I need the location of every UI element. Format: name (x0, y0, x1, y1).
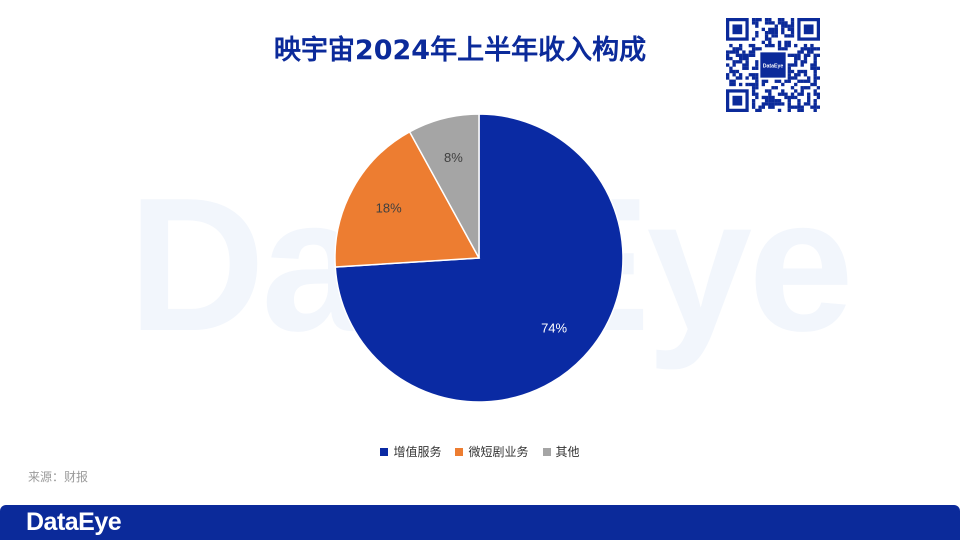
legend-item-1: 增值服务 (380, 443, 441, 460)
pie-slice-2 (334, 130, 481, 268)
slice-label-3: 8% (444, 150, 463, 165)
qr-code: DataEye (726, 18, 820, 112)
qr-center-label: DataEye (763, 64, 784, 70)
qr-finder-inner (732, 95, 743, 106)
footer-bar: DataEye (0, 505, 960, 540)
pie-slice-3 (408, 113, 480, 259)
legend-item-2: 微短剧业务 (455, 443, 529, 460)
legend-swatch (542, 447, 551, 456)
qr-center-logo (760, 52, 786, 78)
qr-finder-inner (732, 24, 743, 35)
qr-finder-inner (803, 24, 814, 35)
legend-label: 微短剧业务 (468, 445, 529, 459)
source-note: 来源：财报 (28, 470, 89, 484)
legend-swatch (380, 447, 389, 456)
slice-label-1: 74% (541, 321, 567, 336)
chart-title: 映宇宙2024年上半年收入构成 (273, 35, 647, 66)
legend-label: 其他 (555, 445, 580, 459)
footer-logo: DataEye (26, 508, 122, 536)
legend-swatch (455, 447, 464, 456)
legend-item-3: 其他 (542, 443, 580, 460)
chart-legend: 增值服务 微短剧业务 其他 (0, 443, 960, 460)
slice-label-2: 18% (376, 200, 402, 215)
legend-label: 增值服务 (393, 445, 442, 459)
